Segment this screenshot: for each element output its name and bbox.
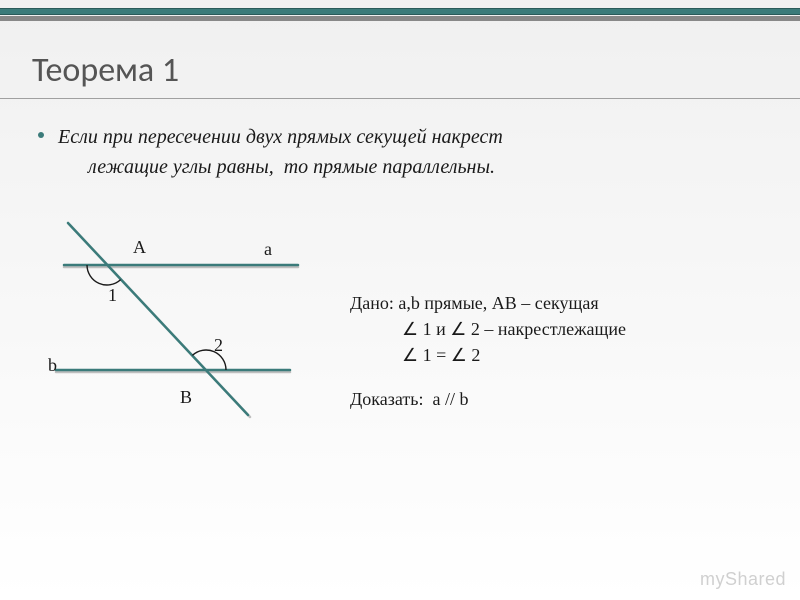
label-angle-2: 2: [214, 335, 223, 356]
spacer: [350, 368, 626, 386]
statement-line-1: Если при пересечении двух прямых секущей…: [58, 126, 503, 148]
border-stripe-teal: [0, 8, 800, 15]
label-line-b: b: [48, 355, 57, 376]
label-line-a: a: [264, 239, 272, 260]
diagram-svg: [28, 215, 318, 435]
label-point-b: В: [180, 387, 192, 408]
given-line-2b: ∠ 1 = ∠ 2: [350, 342, 626, 368]
watermark: myShared: [700, 569, 786, 590]
statement-line-2: лежащие углы равны, то прямые параллельн…: [58, 152, 760, 182]
given-line-1: Дано: a,b прямые, АВ – секущая: [350, 290, 626, 316]
slide-title: Теорема 1: [32, 50, 179, 91]
label-angle-1: 1: [108, 285, 117, 306]
geometry-diagram: А a 1 2 b В: [28, 215, 318, 435]
slide-top-border: [0, 8, 800, 22]
transversal-line: [68, 223, 248, 415]
border-stripe-gray: [0, 16, 800, 21]
prove-line: Доказать: a // b: [350, 386, 626, 412]
label-point-a: А: [133, 237, 146, 258]
title-underline: [0, 98, 800, 99]
theorem-statement: Если при пересечении двух прямых секущей…: [58, 122, 760, 182]
given-block: Дано: a,b прямые, АВ – секущая ∠ 1 и ∠ 2…: [350, 290, 626, 412]
given-line-2a: ∠ 1 и ∠ 2 – накрестлежащие: [350, 316, 626, 342]
bullet-icon: [38, 132, 44, 138]
